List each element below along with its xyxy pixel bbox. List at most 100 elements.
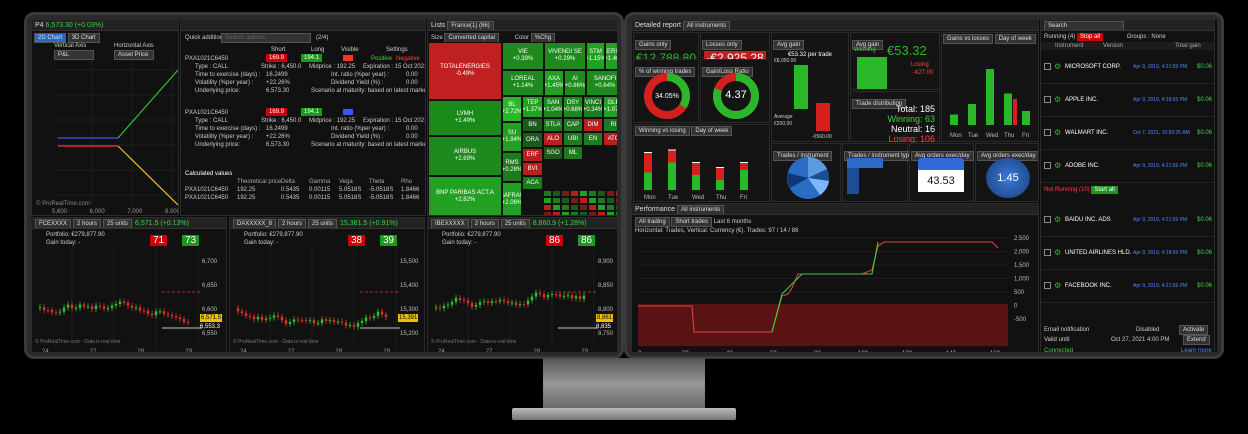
symbol-select[interactable]: IBEXXXXX <box>431 219 469 228</box>
row-checkbox[interactable] <box>1044 162 1051 169</box>
heatmap-cell[interactable] <box>561 190 570 197</box>
row-checkbox[interactable] <box>1044 63 1051 70</box>
heatmap-cell[interactable] <box>606 197 615 204</box>
heatmap-cell[interactable] <box>588 190 597 197</box>
heatmap-tile[interactable]: ATO <box>603 132 617 146</box>
timeframe-select[interactable]: 2 hours <box>470 219 499 228</box>
heatmap-cell[interactable] <box>579 197 588 204</box>
heatmap-cell[interactable] <box>552 204 561 211</box>
version-link[interactable]: Apr 9, 2019, 4:21:59 PM <box>1133 217 1188 223</box>
heatmap-tile[interactable]: SGO <box>543 146 563 160</box>
heatmap-cell[interactable] <box>543 211 552 215</box>
heatmap-tile[interactable]: SANOFI +0.64% <box>586 70 617 96</box>
instrument-row[interactable]: ⚙ APPLE INC. Apr 9, 2019, 4:18:55 PM $0.06 <box>1041 84 1214 117</box>
gvl-label[interactable]: Gains vs losses <box>943 34 994 44</box>
heatmap-tile[interactable]: TEP +1.37% <box>522 96 543 118</box>
heatmap-cell[interactable] <box>570 204 579 211</box>
heatmap-tile[interactable]: EN <box>583 132 603 146</box>
learn-more-link[interactable]: Learn more <box>1181 348 1212 352</box>
row-checkbox[interactable] <box>1044 282 1051 289</box>
version-link[interactable]: Apr 9, 2019, 4:18:55 PM <box>1133 97 1188 103</box>
heatmap-cell[interactable] <box>597 197 606 204</box>
symbol-select[interactable]: FCEXXXX <box>35 219 72 228</box>
heatmap-tile[interactable]: RMS +0.28% <box>502 152 522 182</box>
version-link[interactable]: Apr 9, 2019, 4:21:59 PM <box>1133 163 1188 169</box>
instrument-row[interactable]: ⚙ ADOBE INC. Apr 9, 2019, 4:21:59 PM $0.06 <box>1041 150 1214 183</box>
version-link[interactable]: Oct 7, 2021, 10:53:35 AM <box>1133 130 1190 136</box>
heatmap-tile[interactable]: GLE+1.07% <box>603 96 617 118</box>
heatmap-tile[interactable]: LOREAL +1.14% <box>502 70 544 96</box>
buy-button[interactable]: 86 <box>578 235 596 246</box>
heatmap-cell[interactable] <box>615 197 617 204</box>
heatmap-tile[interactable]: VINCI +0.34% <box>583 96 603 118</box>
version-link[interactable]: Apr 9, 2019, 4:21:59 PM <box>1133 64 1188 70</box>
heatmap-tile[interactable]: ERF <box>522 148 543 162</box>
perf-instrument-select[interactable]: All instruments <box>677 205 725 214</box>
heatmap-tile[interactable]: SU +1.94% <box>502 122 522 152</box>
search-input[interactable]: Search <box>1044 21 1124 30</box>
instrument-select[interactable]: All instruments <box>682 21 731 30</box>
heatmap-tile[interactable]: AI +0.86% <box>564 70 586 96</box>
version-link[interactable]: Apr 9, 2019, 4:21:59 PM <box>1133 283 1188 289</box>
extend-button[interactable]: Extend <box>1183 335 1210 345</box>
heatmap-cell[interactable] <box>570 190 579 197</box>
market-select[interactable]: France(1) (86) <box>447 21 494 30</box>
heatmap-tile[interactable]: AIRBUS +2.69% <box>428 136 502 176</box>
instrument-row[interactable]: ⚙ WALMART INC. Oct 7, 2021, 10:53:35 AM $0.… <box>1041 117 1214 150</box>
heatmap-tile[interactable]: ALO <box>543 132 563 146</box>
heatmap-tile[interactable]: UBI <box>563 132 583 146</box>
row-checkbox[interactable] <box>1044 96 1051 103</box>
tab-3d-chart[interactable]: 3D Chart <box>67 33 100 43</box>
gains-label[interactable]: Gains only <box>635 40 672 50</box>
activate-button[interactable]: Activate <box>1179 325 1209 335</box>
heatmap-cell[interactable] <box>570 211 579 215</box>
heatmap-tile[interactable]: RI <box>603 118 617 132</box>
heatmap-cell[interactable] <box>579 211 588 215</box>
heatmap-tile[interactable]: STM +1.15% <box>586 42 605 70</box>
leg-buy-button[interactable]: 194.1 <box>301 54 323 62</box>
heatmap-cell[interactable] <box>597 204 606 211</box>
row-checkbox[interactable] <box>1044 129 1051 136</box>
heatmap-tile[interactable]: ACA <box>522 176 543 190</box>
sell-button[interactable]: 71 <box>150 235 168 246</box>
units-select[interactable]: 25 units <box>308 219 338 228</box>
heatmap-tile[interactable]: STLA <box>543 118 563 132</box>
heatmap-tile[interactable]: BVI <box>522 162 543 176</box>
heatmap-tile[interactable]: LVMH +1.49% <box>428 100 502 136</box>
heatmap-cell[interactable] <box>597 211 606 215</box>
heatmap-tile[interactable]: DSY +0.68% <box>563 96 583 118</box>
buy-button[interactable]: 39 <box>380 235 398 246</box>
instrument-row[interactable]: ⚙ FACEBOOK INC. Apr 9, 2019, 4:21:59 PM $0.… <box>1041 270 1214 303</box>
heatmap-cell[interactable] <box>588 211 597 215</box>
heatmap-cell[interactable] <box>606 211 615 215</box>
row-checkbox[interactable] <box>1044 216 1051 223</box>
heatmap-cell[interactable] <box>552 197 561 204</box>
heatmap-tile[interactable]: BN <box>522 118 543 132</box>
heatmap-cell[interactable] <box>561 204 570 211</box>
search-options-input[interactable]: Search options <box>221 33 311 43</box>
wvl-select[interactable]: Day of week <box>691 126 733 136</box>
gvl-select[interactable]: Day of week <box>994 34 1036 44</box>
heatmap-tile[interactable]: SAFRAN+2.06% <box>502 182 522 215</box>
heatmap-cell[interactable] <box>543 197 552 204</box>
leg-sell-button[interactable]: 169.9 <box>266 54 288 62</box>
heatmap-cell[interactable] <box>543 204 552 211</box>
heatmap-cell[interactable] <box>561 197 570 204</box>
wvl-label[interactable]: Winning vs losing <box>635 126 690 136</box>
heatmap-tile[interactable]: TOTALENERGIES -0.49% <box>428 42 502 100</box>
symbol-select[interactable]: DAXXXXX_8 <box>233 219 277 228</box>
instrument-row[interactable]: ⚙ UNITED AIRLINES HLD. Apr 9, 2019, 4:18:5… <box>1041 237 1214 270</box>
heatmap-tile[interactable]: VIVENDI SE +0.29% <box>544 42 586 70</box>
instrument-row[interactable]: ⚙ BAIDU INC. ADS Apr 9, 2019, 4:21:59 PM $0… <box>1041 204 1214 237</box>
heatmap-cell[interactable] <box>543 190 552 197</box>
heatmap-tile[interactable]: BL +2.72% <box>502 96 522 122</box>
heatmap-cell[interactable] <box>570 197 579 204</box>
heatmap-tile[interactable]: KERING+1.40% <box>605 42 617 70</box>
avg-gain-label[interactable]: Avg gain <box>773 40 805 50</box>
buy-button[interactable]: 73 <box>182 235 200 246</box>
leg-sell-button[interactable]: 169.9 <box>266 108 288 116</box>
timeframe-select[interactable]: 2 hours <box>278 219 307 228</box>
heatmap-tile[interactable]: DIM <box>583 118 603 132</box>
heatmap-cell[interactable] <box>552 190 561 197</box>
heatmap-cell[interactable] <box>552 211 561 215</box>
